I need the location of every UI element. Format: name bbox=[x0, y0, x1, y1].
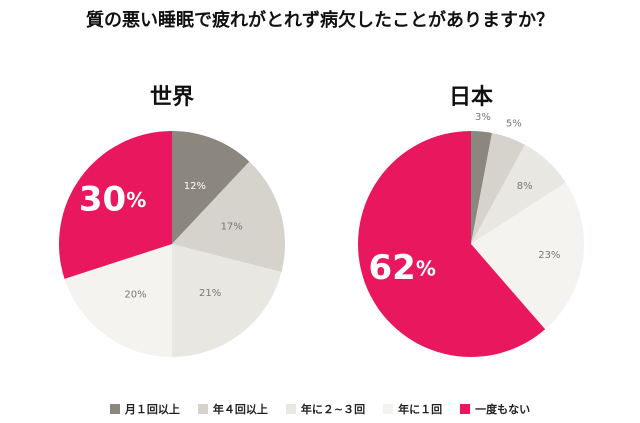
legend-item: 月１回以上 bbox=[109, 401, 180, 417]
pie-slice bbox=[58, 131, 172, 279]
chart-title: 質の悪い睡眠で疲れがとれず病欠したことがありますか？ bbox=[86, 10, 554, 31]
data-label: 23% bbox=[538, 250, 560, 261]
legend-label: 年４回以上 bbox=[212, 403, 268, 416]
legend-item: 年４回以上 bbox=[197, 401, 268, 417]
legend-label: 月１回以上 bbox=[124, 403, 180, 416]
data-label: 12% bbox=[184, 181, 206, 192]
pie-title: 日本 bbox=[449, 85, 493, 110]
pie-slice bbox=[471, 131, 492, 244]
legend-label: 一度もない bbox=[475, 403, 531, 416]
data-label: 21% bbox=[199, 288, 221, 299]
pie-title: 世界 bbox=[150, 85, 194, 110]
pie-slice bbox=[471, 182, 585, 330]
data-label: 5% bbox=[506, 119, 522, 130]
legend-swatch bbox=[197, 404, 208, 414]
pie-slice bbox=[357, 131, 546, 357]
legend-swatch bbox=[383, 404, 394, 414]
pie-slice bbox=[172, 161, 285, 273]
legend-item: 年に１回 bbox=[383, 401, 442, 417]
legend-label: 年に１回 bbox=[398, 403, 443, 416]
pie-slice bbox=[172, 131, 250, 244]
data-label: 17% bbox=[221, 222, 243, 233]
legend: 月１回以上 年４回以上 年に２~３回 年に１回 一度もない bbox=[0, 401, 640, 417]
legend-item: 年に２~３回 bbox=[285, 401, 366, 417]
data-label: 3% bbox=[475, 112, 491, 123]
pie-slice bbox=[172, 244, 282, 357]
legend-swatch bbox=[460, 404, 471, 414]
legend-label: 年に２~３回 bbox=[300, 403, 366, 416]
pie-slice bbox=[471, 144, 566, 244]
legend-swatch bbox=[285, 404, 296, 414]
data-label: 8% bbox=[517, 181, 533, 192]
legend-item: 一度もない bbox=[460, 401, 530, 417]
pie-slice bbox=[471, 132, 525, 244]
legend-swatch bbox=[109, 404, 120, 414]
data-label: 20% bbox=[124, 289, 146, 300]
pie-slice bbox=[64, 244, 172, 357]
